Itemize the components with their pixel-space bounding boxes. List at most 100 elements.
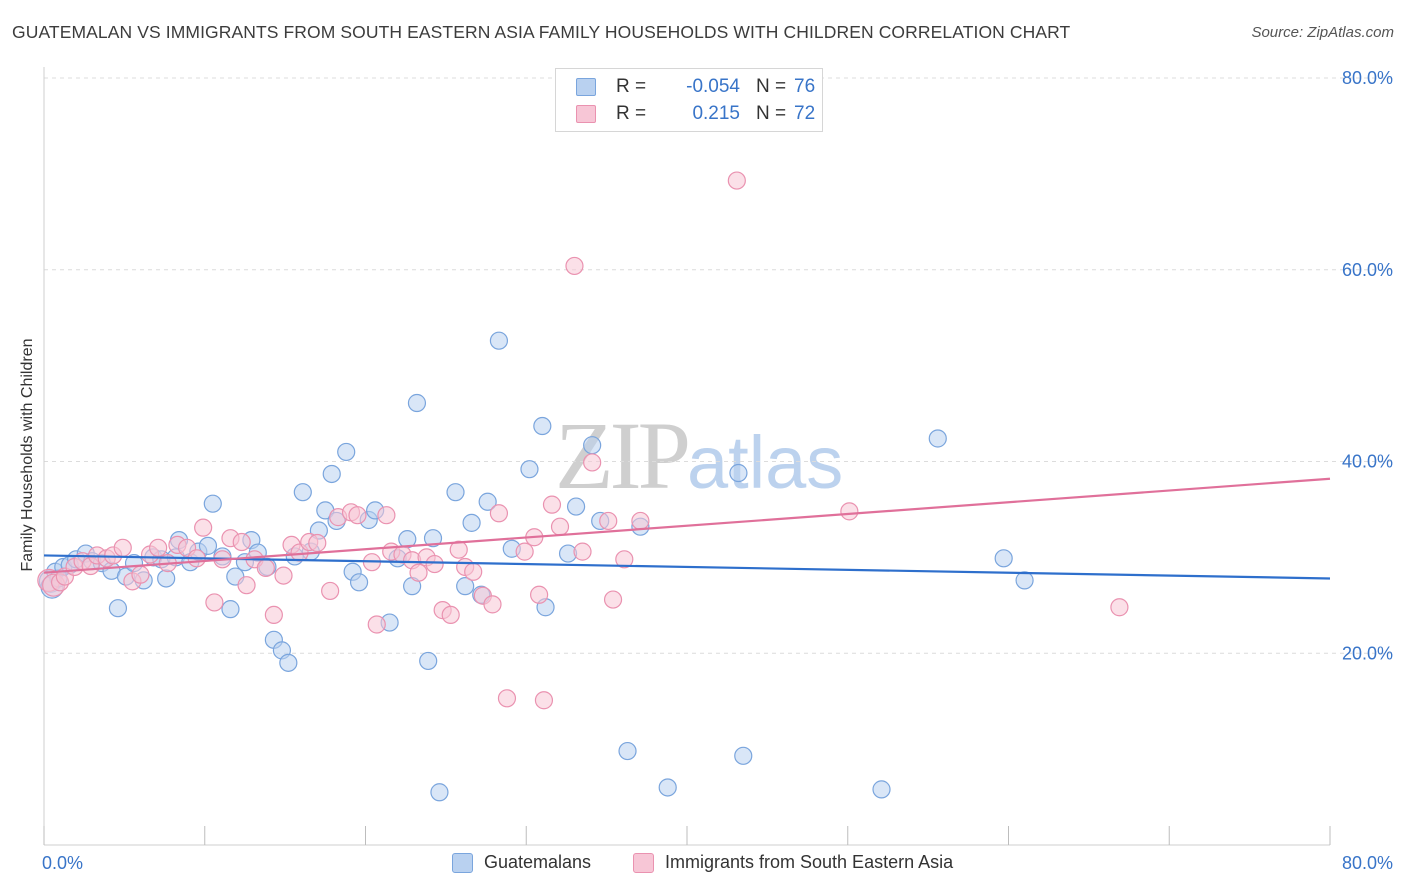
data-point-guatemalans: [583, 436, 602, 455]
legend-swatch-blue: [576, 78, 596, 96]
data-point-guatemalans: [1015, 571, 1034, 590]
data-point-guatemalans: [407, 393, 427, 413]
data-point-immigrants: [599, 511, 618, 531]
x-tick-label: 80.0%: [1342, 853, 1393, 873]
data-point-immigrants: [534, 691, 554, 710]
data-point-guatemalans: [520, 460, 539, 479]
data-point-immigrants: [367, 615, 386, 634]
data-point-guatemalans: [729, 463, 748, 483]
legend-n-label: N =: [756, 103, 787, 124]
data-point-immigrants: [449, 540, 468, 559]
data-point-guatemalans: [322, 464, 341, 484]
chart-title: GUATEMALAN VS IMMIGRANTS FROM SOUTH EAST…: [12, 22, 1071, 42]
legend-r-value: 0.215: [692, 103, 740, 124]
source-credit: Source: ZipAtlas.com: [1251, 24, 1394, 41]
data-point-immigrants: [377, 506, 396, 525]
data-point-guatemalans: [423, 529, 443, 548]
data-point-immigrants: [565, 256, 584, 276]
bottom-legend-label: Guatemalans: [484, 852, 592, 872]
data-point-guatemalans: [279, 653, 298, 672]
data-point-immigrants: [409, 563, 428, 582]
data-point-immigrants: [464, 562, 483, 581]
data-point-guatemalans: [533, 416, 552, 436]
bottom-legend-label: Immigrants from South Eastern Asia: [665, 852, 954, 872]
data-point-immigrants: [205, 593, 224, 612]
y-tick-label: 20.0%: [1342, 643, 1393, 663]
data-point-guatemalans: [157, 569, 176, 588]
data-point-guatemalans: [658, 778, 677, 797]
data-point-guatemalans: [566, 497, 586, 516]
data-point-immigrants: [530, 585, 549, 604]
data-point-immigrants: [573, 542, 592, 561]
data-point-guatemalans: [872, 780, 891, 799]
axes: [43, 67, 1331, 846]
data-point-guatemalans: [928, 429, 947, 448]
data-point-immigrants: [274, 566, 293, 585]
legend-n-value: 76: [794, 76, 816, 97]
data-point-immigrants: [603, 590, 623, 609]
data-point-guatemalans: [419, 651, 438, 671]
data-point-immigrants: [256, 558, 275, 578]
data-point-immigrants: [631, 511, 650, 531]
trend-line-guatemalans: [43, 554, 1331, 580]
data-point-guatemalans: [478, 492, 497, 511]
data-point-immigrants: [232, 532, 251, 552]
legend-n-label: N =: [756, 76, 787, 97]
data-point-guatemalans: [462, 513, 481, 532]
legend-n-value: 72: [794, 103, 816, 124]
y-tick-label: 40.0%: [1342, 452, 1393, 472]
legend-r-value: -0.054: [686, 76, 740, 97]
bottom-legend-swatch-blue: [452, 853, 473, 873]
data-point-guatemalans: [198, 536, 218, 555]
data-point-guatemalans: [221, 600, 240, 619]
data-point-immigrants: [615, 550, 634, 569]
data-point-immigrants: [113, 538, 132, 557]
legend-r-label: R =: [616, 76, 647, 97]
legend-swatch-pink: [576, 105, 596, 123]
data-point-immigrants: [131, 565, 150, 584]
data-point-immigrants: [583, 453, 602, 472]
trend-line-immigrants: [43, 477, 1331, 574]
data-point-guatemalans: [618, 741, 637, 761]
data-point-immigrants: [515, 542, 534, 561]
bottom-legend-swatch-pink: [633, 853, 654, 873]
data-point-guatemalans: [349, 573, 369, 592]
correlation-legend: R = -0.054 N = 76 R = 0.215 N = 72: [555, 68, 823, 132]
data-point-immigrants: [264, 605, 283, 625]
data-point-guatemalans: [994, 549, 1013, 568]
data-point-immigrants: [149, 538, 168, 557]
data-point-immigrants: [542, 495, 562, 514]
y-tick-label: 60.0%: [1342, 260, 1393, 280]
legend-r-label: R =: [616, 103, 647, 124]
data-point-immigrants: [489, 504, 509, 523]
data-point-guatemalans: [734, 746, 753, 765]
data-point-guatemalans: [489, 331, 509, 350]
y-tick-label: 80.0%: [1342, 68, 1393, 88]
tick-labels: 20.0% 40.0% 60.0% 80.0% 0.0% 80.0%: [42, 68, 1393, 873]
data-point-immigrants: [308, 533, 327, 553]
data-point-guatemalans: [293, 483, 312, 502]
data-point-guatemalans: [337, 442, 356, 462]
data-point-immigrants: [194, 518, 213, 537]
trend-lines: [43, 477, 1331, 580]
series-immigrants-se-asia: [37, 171, 1129, 710]
data-point-immigrants: [425, 554, 444, 574]
data-point-immigrants: [840, 502, 859, 521]
data-point-guatemalans: [430, 783, 449, 802]
data-point-immigrants: [237, 576, 256, 595]
data-point-guatemalans: [446, 483, 465, 502]
data-point-guatemalans: [108, 599, 128, 618]
x-tick-label: 0.0%: [42, 853, 83, 873]
data-point-immigrants: [348, 506, 367, 525]
data-point-guatemalans: [456, 577, 475, 596]
data-point-immigrants: [441, 605, 460, 625]
series-guatemalans: [38, 331, 1034, 802]
data-point-immigrants: [483, 595, 502, 614]
data-point-guatemalans: [203, 494, 222, 513]
data-point-immigrants: [727, 171, 746, 190]
data-point-immigrants: [550, 517, 570, 536]
data-point-immigrants: [321, 581, 340, 601]
data-point-immigrants: [497, 689, 517, 708]
data-point-immigrants: [1110, 598, 1129, 617]
